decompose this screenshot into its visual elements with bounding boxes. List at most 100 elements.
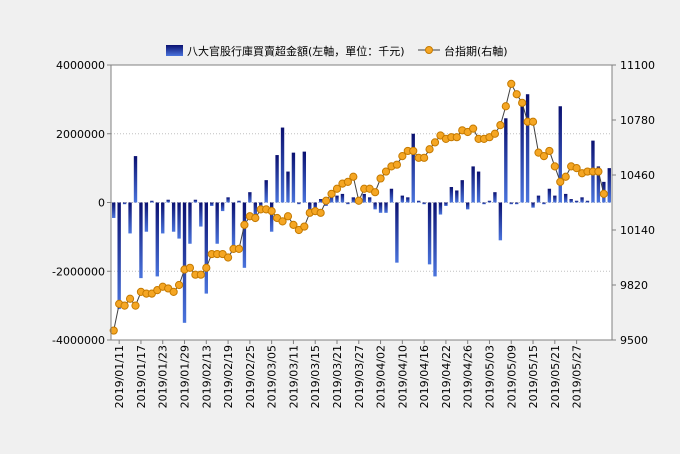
line-point [556,177,565,186]
bar [193,199,198,203]
bar [242,202,247,268]
bar [269,202,274,232]
legend-line-label: 台指期(右軸) [444,44,508,58]
bar [422,202,426,205]
bar [585,200,590,203]
bar [411,133,415,203]
line-point [452,133,461,142]
bar [553,195,557,203]
line-point [539,151,549,161]
bar [427,202,432,265]
line-point [289,220,298,229]
line-point [430,138,440,147]
line-point [425,145,434,154]
line-point [267,206,276,216]
bar [536,195,541,203]
bar [498,202,503,241]
line-point [174,280,184,290]
legend-line-marker [425,46,433,54]
line-point [392,160,401,169]
line-point [496,121,505,130]
bar [144,202,149,232]
bar [150,200,154,203]
bar [525,94,530,203]
line-point [240,220,249,229]
x-tick-label: 2019/03/27 [353,345,366,408]
legend: 八大官股行庫買賣超金額(左軸，單位：千元) 台指期(右軸) [166,44,508,58]
bar [215,202,219,244]
bar [406,197,410,203]
line-point [572,164,581,173]
bar [291,152,296,203]
x-tick-label: 2019/03/21 [331,345,344,408]
bar [210,202,214,206]
line-point [409,146,418,156]
line-point [354,196,363,205]
line-point [322,196,331,205]
line-point [518,98,527,107]
x-tick-label: 2019/02/19 [222,345,235,408]
bar [166,199,170,203]
x-tick-label: 2019/05/15 [527,345,540,408]
bar [329,193,334,203]
x-tick-label: 2019/01/11 [113,345,126,408]
line-point [278,217,287,226]
bar [373,202,377,210]
bar [438,202,443,215]
line-point [420,153,429,162]
line-point [300,222,309,231]
line-point [507,79,516,89]
bar [384,202,388,213]
line-point [594,167,603,176]
bar [466,202,470,210]
x-tick-label: 2019/04/22 [440,345,453,408]
bar [596,166,601,203]
line-point [528,117,538,126]
bar [416,200,421,203]
bar [286,171,290,203]
x-tick-label: 2019/04/16 [418,345,431,408]
bar [117,202,121,310]
bar [389,188,394,203]
line-point [371,188,380,197]
x-tick-label: 2019/05/09 [505,345,518,408]
bar [520,106,524,203]
bar [122,202,127,205]
bar [248,192,252,203]
bar [139,202,143,279]
bar [400,195,405,203]
bar [351,197,356,203]
line-point [343,177,352,186]
bar [580,197,584,203]
bar [509,202,513,205]
y-right-tick-label: 10460 [620,169,655,182]
bar [259,202,263,208]
line-layer [109,79,608,335]
legend-bar-label: 八大官股行庫買賣超金額(左軸，單位：千元) [187,44,405,58]
bar [449,187,454,203]
y-left-tick-label: 0 [98,197,105,210]
line-point [125,294,135,303]
x-tick-label: 2019/02/13 [200,345,213,408]
bar [128,202,132,234]
line-point [398,151,407,161]
bar [231,202,236,246]
bar [395,202,399,263]
bar [199,202,203,227]
line-point [545,146,554,156]
bar [569,199,573,203]
bar [302,151,307,203]
bar [493,192,497,203]
bar [335,195,339,203]
bar [280,127,285,203]
bar [220,202,225,212]
y-left-tick-label: -2000000 [52,265,105,278]
line-point [561,172,570,181]
bar [515,202,519,205]
bar [547,188,552,203]
bar [237,200,241,203]
x-tick-label: 2019/04/02 [375,345,388,408]
x-tick-label: 2019/01/23 [157,345,170,408]
y-right-tick-label: 9820 [620,279,648,292]
y-right-tick-label: 10780 [620,114,655,127]
